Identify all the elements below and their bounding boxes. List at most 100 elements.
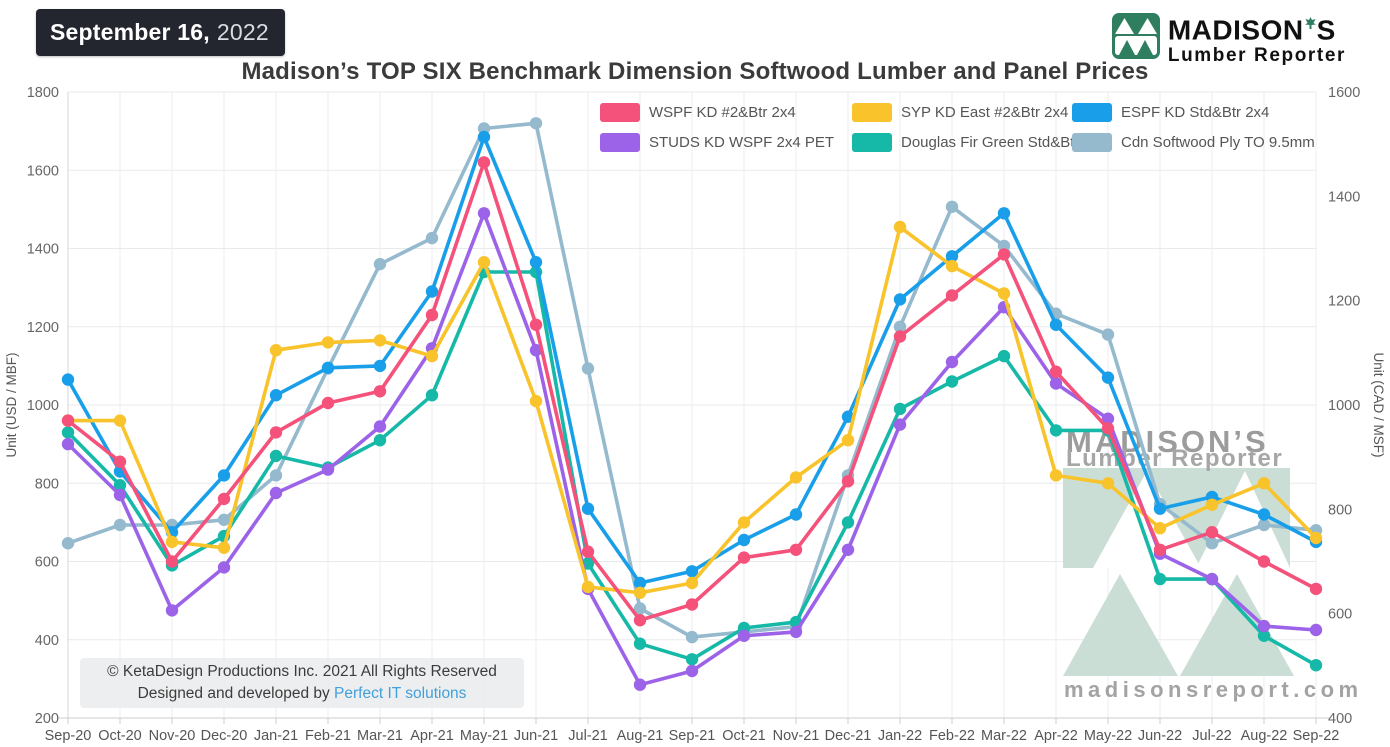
svg-text:Jun-22: Jun-22	[1138, 728, 1182, 744]
legend-label: ESPF KD Std&Btr 2x4	[1121, 104, 1270, 121]
data-point	[165, 535, 179, 549]
data-point	[789, 471, 803, 484]
svg-text:1600: 1600	[27, 163, 59, 179]
data-point	[633, 614, 647, 627]
data-point	[581, 362, 595, 375]
data-point	[1049, 318, 1063, 331]
data-point	[269, 486, 283, 500]
data-point	[789, 508, 803, 521]
svg-text:Oct-20: Oct-20	[98, 728, 142, 744]
data-point	[61, 373, 75, 386]
data-point	[113, 455, 127, 468]
data-point	[1205, 537, 1219, 550]
data-point	[1257, 508, 1271, 521]
svg-text:Aug-22: Aug-22	[1241, 728, 1288, 744]
report-year: 2022	[216, 19, 269, 45]
legend-swatch	[600, 133, 640, 152]
svg-text:Jan-21: Jan-21	[254, 728, 298, 744]
data-point	[1257, 619, 1271, 633]
series-wspf-kd-2-btr-2x4	[61, 156, 1323, 627]
data-point	[113, 488, 127, 502]
brand-subtitle: Lumber Reporter	[1167, 45, 1346, 67]
data-point	[945, 250, 959, 263]
data-point	[425, 349, 439, 363]
data-point	[1153, 543, 1167, 556]
svg-text:1800: 1800	[27, 85, 59, 101]
data-point	[165, 604, 179, 617]
perfect-it-solutions-link[interactable]: Perfect IT solutions	[334, 685, 467, 702]
data-point	[1101, 371, 1115, 384]
maple-leaf-icon	[1304, 6, 1316, 34]
legend-label: WSPF KD #2&Btr 2x4	[649, 104, 796, 121]
data-point	[1049, 365, 1063, 378]
svg-text:Lumber Reporter: Lumber Reporter	[1066, 445, 1283, 472]
data-point	[893, 402, 907, 416]
data-point	[269, 389, 283, 402]
legend-label: STUDS KD WSPF 2x4 PET	[649, 134, 835, 151]
data-point	[217, 492, 231, 506]
legend-item-wspf-kd-2-btr-2x4[interactable]: WSPF KD #2&Btr 2x4	[600, 103, 796, 122]
data-point	[633, 637, 647, 650]
legend-item-cdn-softwood-ply-to-9-5mm[interactable]: Cdn Softwood Ply TO 9.5mm	[1072, 133, 1315, 152]
data-point	[893, 330, 907, 343]
data-point	[321, 463, 335, 476]
data-point	[685, 653, 699, 666]
data-point	[1257, 477, 1271, 490]
copyright-line1: © KetaDesign Productions Inc. 2021 All R…	[107, 662, 497, 680]
data-point	[373, 434, 387, 447]
data-point	[685, 630, 699, 644]
data-point	[1049, 424, 1063, 437]
data-point	[373, 257, 387, 271]
legend-label: Cdn Softwood Ply TO 9.5mm	[1121, 134, 1315, 151]
axis-labels: 200 400 600 800 1000 1200 1400 1600 1800 400 600 80…	[4, 85, 1386, 744]
data-point	[269, 449, 283, 463]
svg-text:Jul-21: Jul-21	[568, 728, 608, 744]
legend-swatch	[1072, 103, 1112, 122]
data-point	[1101, 422, 1115, 435]
svg-text:Oct-21: Oct-21	[722, 728, 766, 744]
series-cdn-softwood-ply-to-9-5mm	[61, 117, 1323, 644]
svg-text:1600: 1600	[1328, 85, 1360, 101]
data-point	[321, 361, 335, 374]
svg-text:Sep-22: Sep-22	[1293, 728, 1340, 744]
legend-swatch	[852, 133, 892, 152]
data-point	[269, 426, 283, 439]
legend-item-studs-kd-wspf-2x4-pet[interactable]: STUDS KD WSPF 2x4 PET	[600, 133, 834, 152]
legend-item-douglas-fir-green-std-btr-2x4[interactable]: Douglas Fir Green Std&Btr 2x4	[852, 133, 1108, 152]
data-point	[373, 420, 387, 433]
data-point	[997, 349, 1011, 363]
data-point	[997, 239, 1011, 253]
svg-text:800: 800	[35, 476, 59, 492]
legend-item-syp-kd-east-2-btr-2x4[interactable]: SYP KD East #2&Btr 2x4	[852, 103, 1068, 122]
svg-text:Mar-22: Mar-22	[981, 728, 1027, 744]
data-point	[1205, 498, 1219, 511]
svg-text:1400: 1400	[27, 242, 59, 258]
data-point	[841, 516, 855, 529]
page-title: Madison’s TOP SIX Benchmark Dimension So…	[241, 58, 1149, 85]
data-point	[529, 344, 543, 357]
data-point	[373, 359, 387, 373]
legend-swatch	[1072, 133, 1112, 152]
data-point	[685, 565, 699, 578]
data-point	[61, 414, 75, 427]
data-point	[841, 434, 855, 447]
series-syp-kd-east-2-btr-2x4	[61, 220, 1323, 599]
series-group	[61, 117, 1323, 691]
data-point	[997, 287, 1011, 300]
data-point	[997, 248, 1011, 261]
data-point	[1101, 412, 1115, 425]
svg-text:600: 600	[1328, 607, 1352, 623]
gridlines	[58, 91, 1330, 724]
data-point	[529, 394, 543, 408]
data-point	[945, 259, 959, 273]
data-point	[217, 513, 231, 526]
data-point	[737, 516, 751, 529]
legend-item-espf-kd-std-btr-2x4[interactable]: ESPF KD Std&Btr 2x4	[1072, 103, 1269, 122]
legend-label: Douglas Fir Green Std&Btr 2x4	[901, 134, 1108, 151]
data-point	[113, 479, 127, 492]
data-point	[789, 543, 803, 556]
data-point	[217, 561, 231, 574]
data-point	[1049, 469, 1063, 482]
copyright-box: © KetaDesign Productions Inc. 2021 All R…	[80, 658, 524, 708]
data-point	[581, 545, 595, 558]
